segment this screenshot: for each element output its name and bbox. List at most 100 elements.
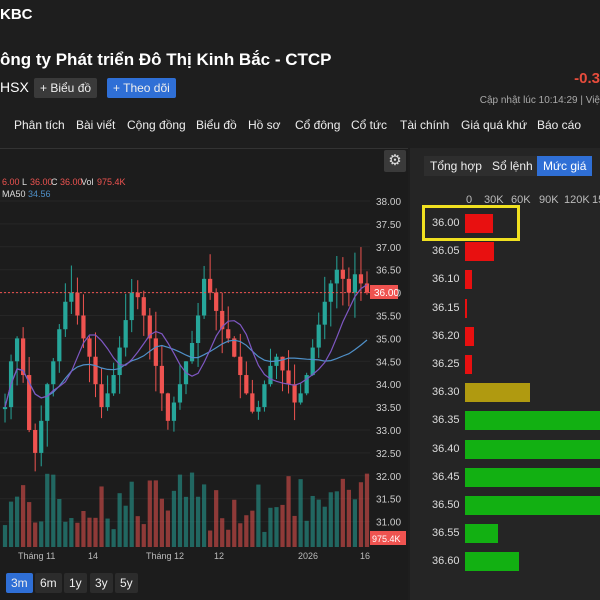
volume-bar: [141, 524, 146, 547]
nav-item-dividends[interactable]: Cổ tức: [351, 118, 388, 132]
volume-bar: [346, 489, 351, 547]
volume-bar: [69, 518, 74, 547]
volume-bar: [93, 517, 98, 547]
ma-value: 34.56: [28, 189, 51, 199]
range-3m[interactable]: 3m: [6, 573, 33, 593]
price-level-label: 36.50: [432, 499, 460, 511]
nav-item-price-history[interactable]: Giá quá khứ: [461, 118, 528, 132]
range-1y[interactable]: 1y: [64, 573, 87, 593]
ohlc-close: 36.00: [60, 177, 83, 187]
candle-body: [21, 338, 26, 376]
price-level-label: 36.05: [432, 245, 460, 258]
y-axis-tick-label: 33.00: [376, 426, 401, 437]
price-level-bar[interactable]: [465, 383, 531, 403]
volume-bar: [8, 501, 14, 547]
ohlc-low-label: L: [22, 177, 27, 187]
price-level-bar[interactable]: [465, 298, 467, 318]
volume-bar: [262, 531, 267, 547]
range-6m[interactable]: 6m: [35, 573, 62, 593]
price-level-bar[interactable]: [465, 524, 498, 544]
price-level-bar[interactable]: [465, 467, 600, 487]
price-level-bar[interactable]: [465, 355, 473, 374]
candle-body: [69, 292, 74, 302]
volume-bar: [220, 518, 225, 547]
gear-icon[interactable]: ⚙: [384, 150, 406, 172]
candle-body: [201, 278, 207, 316]
candle-body: [250, 393, 255, 412]
price-level-bar[interactable]: [465, 270, 472, 290]
ohlc-low: 36.00: [30, 177, 53, 187]
volume-bar: [189, 472, 195, 547]
volume-label: 975.4K: [372, 534, 401, 544]
volume-bar: [334, 491, 339, 547]
current-price-tag: [370, 285, 398, 299]
candle-body: [14, 338, 20, 362]
nav-item-chart[interactable]: Biểu đồ: [196, 118, 237, 132]
volume-bar: [316, 499, 321, 547]
nav-menu: Phân tích Bài viết Cộng đồng Biểu đồ Hồ …: [0, 118, 600, 138]
range-3y[interactable]: 3y: [90, 573, 113, 593]
volume-bar: [147, 480, 152, 547]
range-5y[interactable]: 5y: [115, 573, 138, 593]
price-level-label: 36.45: [432, 470, 460, 483]
price-change: -0.3: [574, 70, 600, 87]
x-axis-tick-label: Tháng 11: [18, 551, 55, 561]
nav-item-reports[interactable]: Báo cáo: [537, 118, 582, 132]
candle-body: [45, 384, 50, 421]
volume-bar: [268, 507, 273, 547]
axis-label-90k: 90K: [539, 194, 559, 206]
candle-body: [105, 393, 110, 408]
follow-button[interactable]: + Theo dõi: [107, 78, 176, 98]
candle-body: [33, 430, 38, 453]
volume-bar: [280, 504, 285, 547]
price-level-bar[interactable]: [465, 496, 600, 515]
nav-item-financials[interactable]: Tài chính: [400, 118, 450, 132]
axis-label-120k: 120K: [564, 194, 590, 206]
current-price-label: 36.00: [374, 288, 399, 299]
price-level-bar[interactable]: [465, 411, 600, 431]
candle-body: [111, 375, 116, 394]
candle-body: [322, 301, 327, 325]
y-axis-tick-label: 35.00: [376, 334, 401, 345]
volume-bar: [250, 510, 255, 547]
tab-price-level[interactable]: Mức giá: [537, 156, 593, 176]
price-level-bar[interactable]: [465, 242, 494, 262]
volume-bar: [274, 507, 279, 547]
price-level-label: 36.35: [432, 414, 460, 427]
volume-bar: [87, 517, 92, 547]
volume-bar: [33, 522, 38, 547]
price-level-panel: Tổng hợp Sổ lệnh Mức giá 0 30K 60K 90K 1…: [410, 148, 600, 600]
candle-body: [352, 274, 358, 293]
volume-bar: [135, 516, 140, 547]
candlestick-chart-svg[interactable]: 6.00 L 36.00 C 36.00 Vol 975.4K MA50 34.…: [0, 149, 408, 569]
tab-order-book[interactable]: Sổ lệnh: [486, 156, 539, 176]
volume-bar: [310, 495, 315, 547]
tab-summary[interactable]: Tổng hợp: [424, 156, 488, 176]
candle-body: [81, 315, 86, 339]
price-level-bar[interactable]: [465, 552, 520, 572]
candle-body: [135, 292, 140, 298]
candle-body: [358, 274, 364, 284]
axis-label-150k: 15: [592, 194, 600, 206]
volume-bar: [171, 490, 177, 547]
candle-body: [334, 269, 339, 284]
nav-item-profile[interactable]: Hồ sơ: [248, 118, 281, 132]
nav-item-articles[interactable]: Bài viết: [76, 118, 116, 132]
price-level-label: 36.55: [432, 527, 460, 540]
nav-item-analysis[interactable]: Phân tích: [14, 118, 65, 132]
candle-body: [177, 384, 183, 403]
y-axis-tick-label: 31.00: [376, 518, 401, 529]
price-level-bar[interactable]: [465, 214, 493, 233]
add-chart-button[interactable]: + Biểu đồ: [34, 78, 98, 98]
price-level-bar[interactable]: [465, 439, 600, 459]
highlight-box: [422, 205, 520, 241]
volume-bar: [364, 473, 370, 547]
price-level-bar[interactable]: [465, 326, 475, 346]
nav-item-shareholders[interactable]: Cổ đông: [295, 118, 341, 132]
volume-bar: [352, 499, 358, 547]
ma50-line: [4, 339, 368, 408]
volume-bar: [208, 530, 213, 547]
price-chart[interactable]: 6.00 L 36.00 C 36.00 Vol 975.4K MA50 34.…: [0, 148, 408, 569]
nav-item-community[interactable]: Cộng đồng: [127, 118, 186, 132]
y-axis-tick-label: 34.00: [376, 380, 401, 391]
